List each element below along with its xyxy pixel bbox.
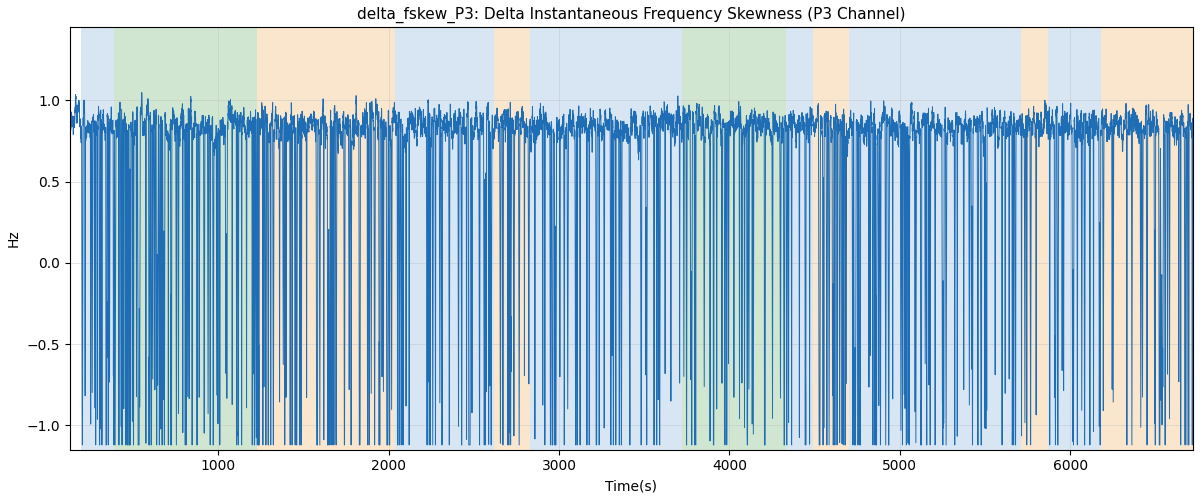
Bar <box>682 28 786 450</box>
Bar <box>395 28 494 450</box>
Title: delta_fskew_P3: Delta Instantaneous Frequency Skewness (P3 Channel): delta_fskew_P3: Delta Instantaneous Freq… <box>358 7 906 23</box>
Bar <box>848 28 1021 450</box>
Bar <box>1048 28 1102 450</box>
Y-axis label: Hz: Hz <box>7 230 20 248</box>
Bar <box>1102 28 1193 450</box>
X-axis label: Time(s): Time(s) <box>606 479 658 493</box>
Bar <box>812 28 848 450</box>
Bar <box>1021 28 1048 450</box>
Bar <box>114 28 257 450</box>
Bar <box>80 28 114 450</box>
Bar <box>786 28 812 450</box>
Bar <box>494 28 530 450</box>
Bar <box>530 28 682 450</box>
Bar <box>257 28 395 450</box>
